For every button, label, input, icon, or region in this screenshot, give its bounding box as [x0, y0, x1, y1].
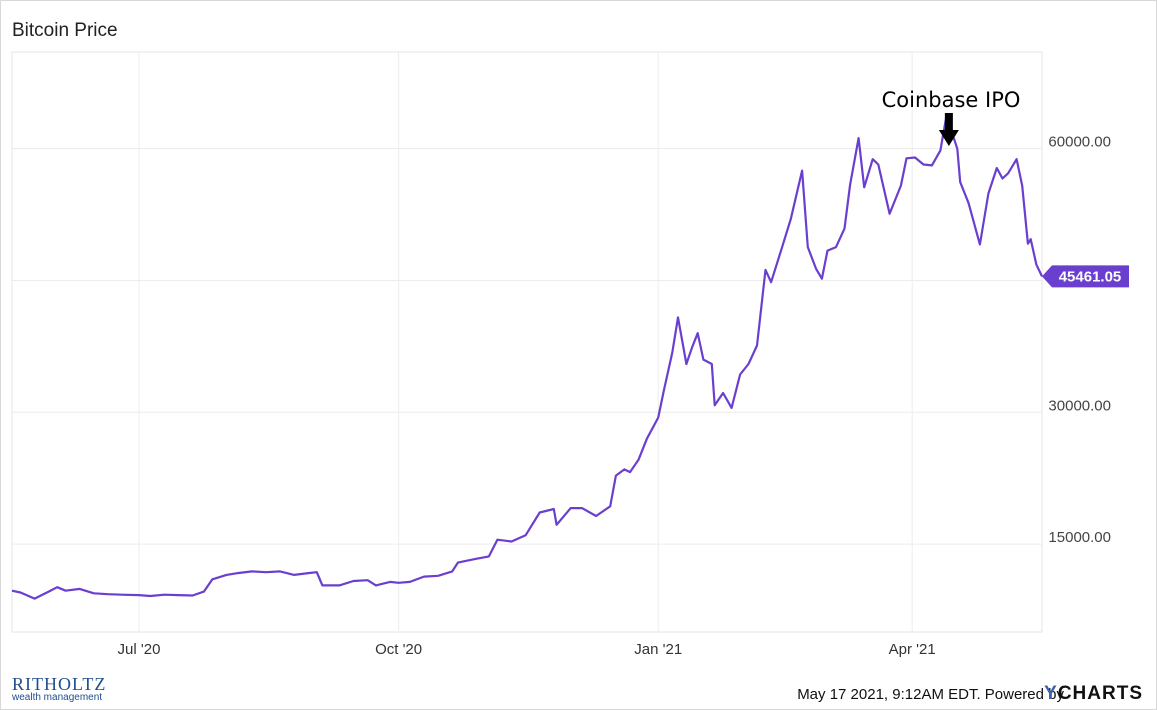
- last-value-bg: [1042, 265, 1129, 288]
- x-tick-label: Apr '21: [889, 641, 936, 658]
- chart-title: Bitcoin Price: [12, 20, 118, 41]
- x-tick-labels: Jul '20 Oct '20 Jan '21 Apr '21: [118, 641, 936, 658]
- brand-sub: wealth management: [12, 692, 103, 703]
- timestamp: May 17 2021, 9:12AM EDT. Powered by: [797, 686, 1064, 703]
- ritholtz-logo: RITHOLTZ wealth management: [12, 674, 106, 703]
- y-tick-label: 15000.00: [1048, 529, 1111, 546]
- brand-name: RITHOLTZ: [12, 674, 107, 694]
- x-tick-label: Oct '20: [375, 641, 422, 658]
- x-tick-label: Jan '21: [634, 641, 682, 658]
- coinbase-ipo-annotation: Coinbase IPO: [882, 88, 1021, 146]
- annotation-text: Coinbase IPO: [882, 88, 1021, 112]
- grid: [12, 52, 1042, 632]
- last-value-badge: 45461.05: [1042, 265, 1129, 288]
- ycharts-logo-y: Y: [1044, 683, 1058, 704]
- price-line: [11, 116, 1043, 600]
- plot-area: [11, 51, 1043, 633]
- y-tick-label: 60000.00: [1048, 134, 1111, 151]
- ycharts-logo: YCHARTS: [1044, 683, 1143, 705]
- y-tick-label: 30000.00: [1048, 397, 1111, 414]
- last-value-label: 45461.05: [1059, 268, 1122, 285]
- x-tick-label: Jul '20: [118, 641, 161, 658]
- annotation-arrow: [938, 113, 959, 146]
- ycharts-logo-rest: CHARTS: [1057, 683, 1143, 704]
